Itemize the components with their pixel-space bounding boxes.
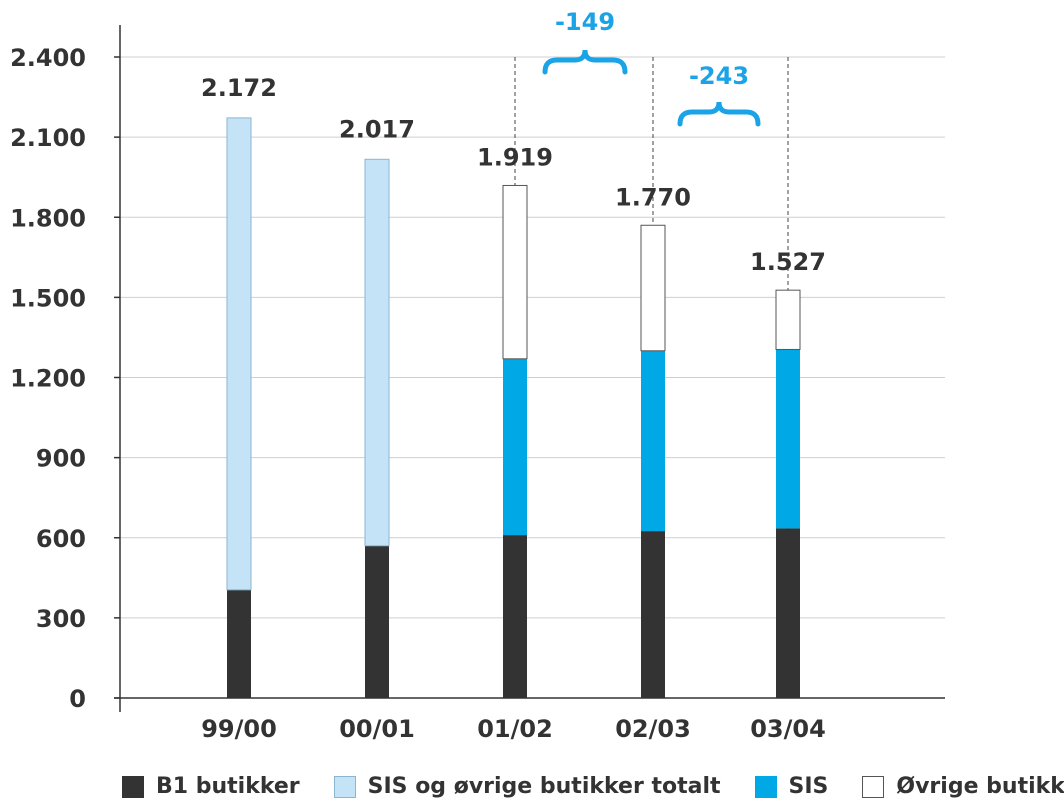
bar-segment-b1: [641, 531, 665, 698]
bar-total-label: 1.527: [750, 248, 826, 276]
y-axis: 0 300 600 900 1.200 1.500 1.800 2.100 2.400: [10, 25, 121, 713]
bar-segment-sis-total: [226, 117, 252, 591]
legend-item-b1: B1 butikker: [122, 774, 300, 799]
bar-segment-ovrige: [775, 289, 801, 350]
difference-annotations: -149 -243: [542, 8, 761, 127]
bar-segment-sis: [503, 358, 527, 536]
legend-swatch-sis: [754, 775, 777, 798]
x-tick-label: 00/01: [339, 715, 415, 743]
bar-segment-b1: [503, 535, 527, 698]
y-tick-label: 0: [69, 685, 86, 713]
legend-label-ovrige: Øvrige butikker: [896, 774, 1064, 799]
legend-item-sis: SIS: [754, 774, 829, 799]
x-axis: 99/00 00/01 01/02 02/03 03/04: [114, 697, 945, 743]
difference-label: -149: [555, 8, 615, 36]
legend-swatch-b1: [122, 775, 144, 798]
legend-item-ovrige: Øvrige butikker: [862, 774, 1064, 799]
bar-segment-b1: [365, 545, 389, 698]
legend-item-sis-total: SIS og øvrige butikker totalt: [333, 774, 721, 799]
legend: B1 butikker SIS og øvrige butikker total…: [122, 774, 1064, 799]
bar-total-label: 1.770: [615, 183, 691, 211]
y-tick-label: 1.500: [10, 284, 86, 312]
bar-segment-sis: [641, 350, 665, 532]
legend-swatch-sis-total: [333, 775, 356, 798]
bar-segment-ovrige: [502, 184, 528, 360]
difference-label: -243: [689, 62, 749, 90]
bar-total-label: 2.172: [201, 74, 277, 102]
y-tick-label: 600: [36, 525, 86, 553]
y-tick-label: 900: [36, 445, 86, 473]
total-labels: 2.172 2.017 1.919 1.770 1.527: [201, 74, 826, 276]
x-tick-label: 02/03: [615, 715, 691, 743]
legend-swatch-ovrige: [862, 775, 885, 798]
difference-brace: [542, 49, 628, 75]
legend-label-sis: SIS: [788, 774, 829, 799]
y-tick-label: 1.200: [10, 365, 86, 393]
bar-segment-b1: [227, 589, 251, 698]
bar-segment-ovrige: [640, 224, 666, 352]
bar-total-label: 2.017: [339, 115, 415, 143]
difference-brace: [677, 101, 761, 127]
y-tick-label: 2.100: [10, 124, 86, 152]
legend-label-sis-total: SIS og øvrige butikker totalt: [367, 774, 721, 799]
y-tick-label: 1.800: [10, 204, 86, 232]
bar-segment-sis: [776, 349, 800, 529]
legend-label-b1: B1 butikker: [156, 774, 300, 799]
bar-segment-b1: [776, 528, 800, 698]
x-tick-label: 99/00: [201, 715, 277, 743]
bar-total-label: 1.919: [477, 143, 553, 171]
bar-segment-sis-total: [364, 158, 390, 547]
y-tick-label: 300: [36, 605, 86, 633]
x-tick-label: 03/04: [750, 715, 826, 743]
bars: [226, 117, 801, 698]
x-tick-label: 01/02: [477, 715, 553, 743]
y-tick-label: 2.400: [10, 44, 86, 72]
